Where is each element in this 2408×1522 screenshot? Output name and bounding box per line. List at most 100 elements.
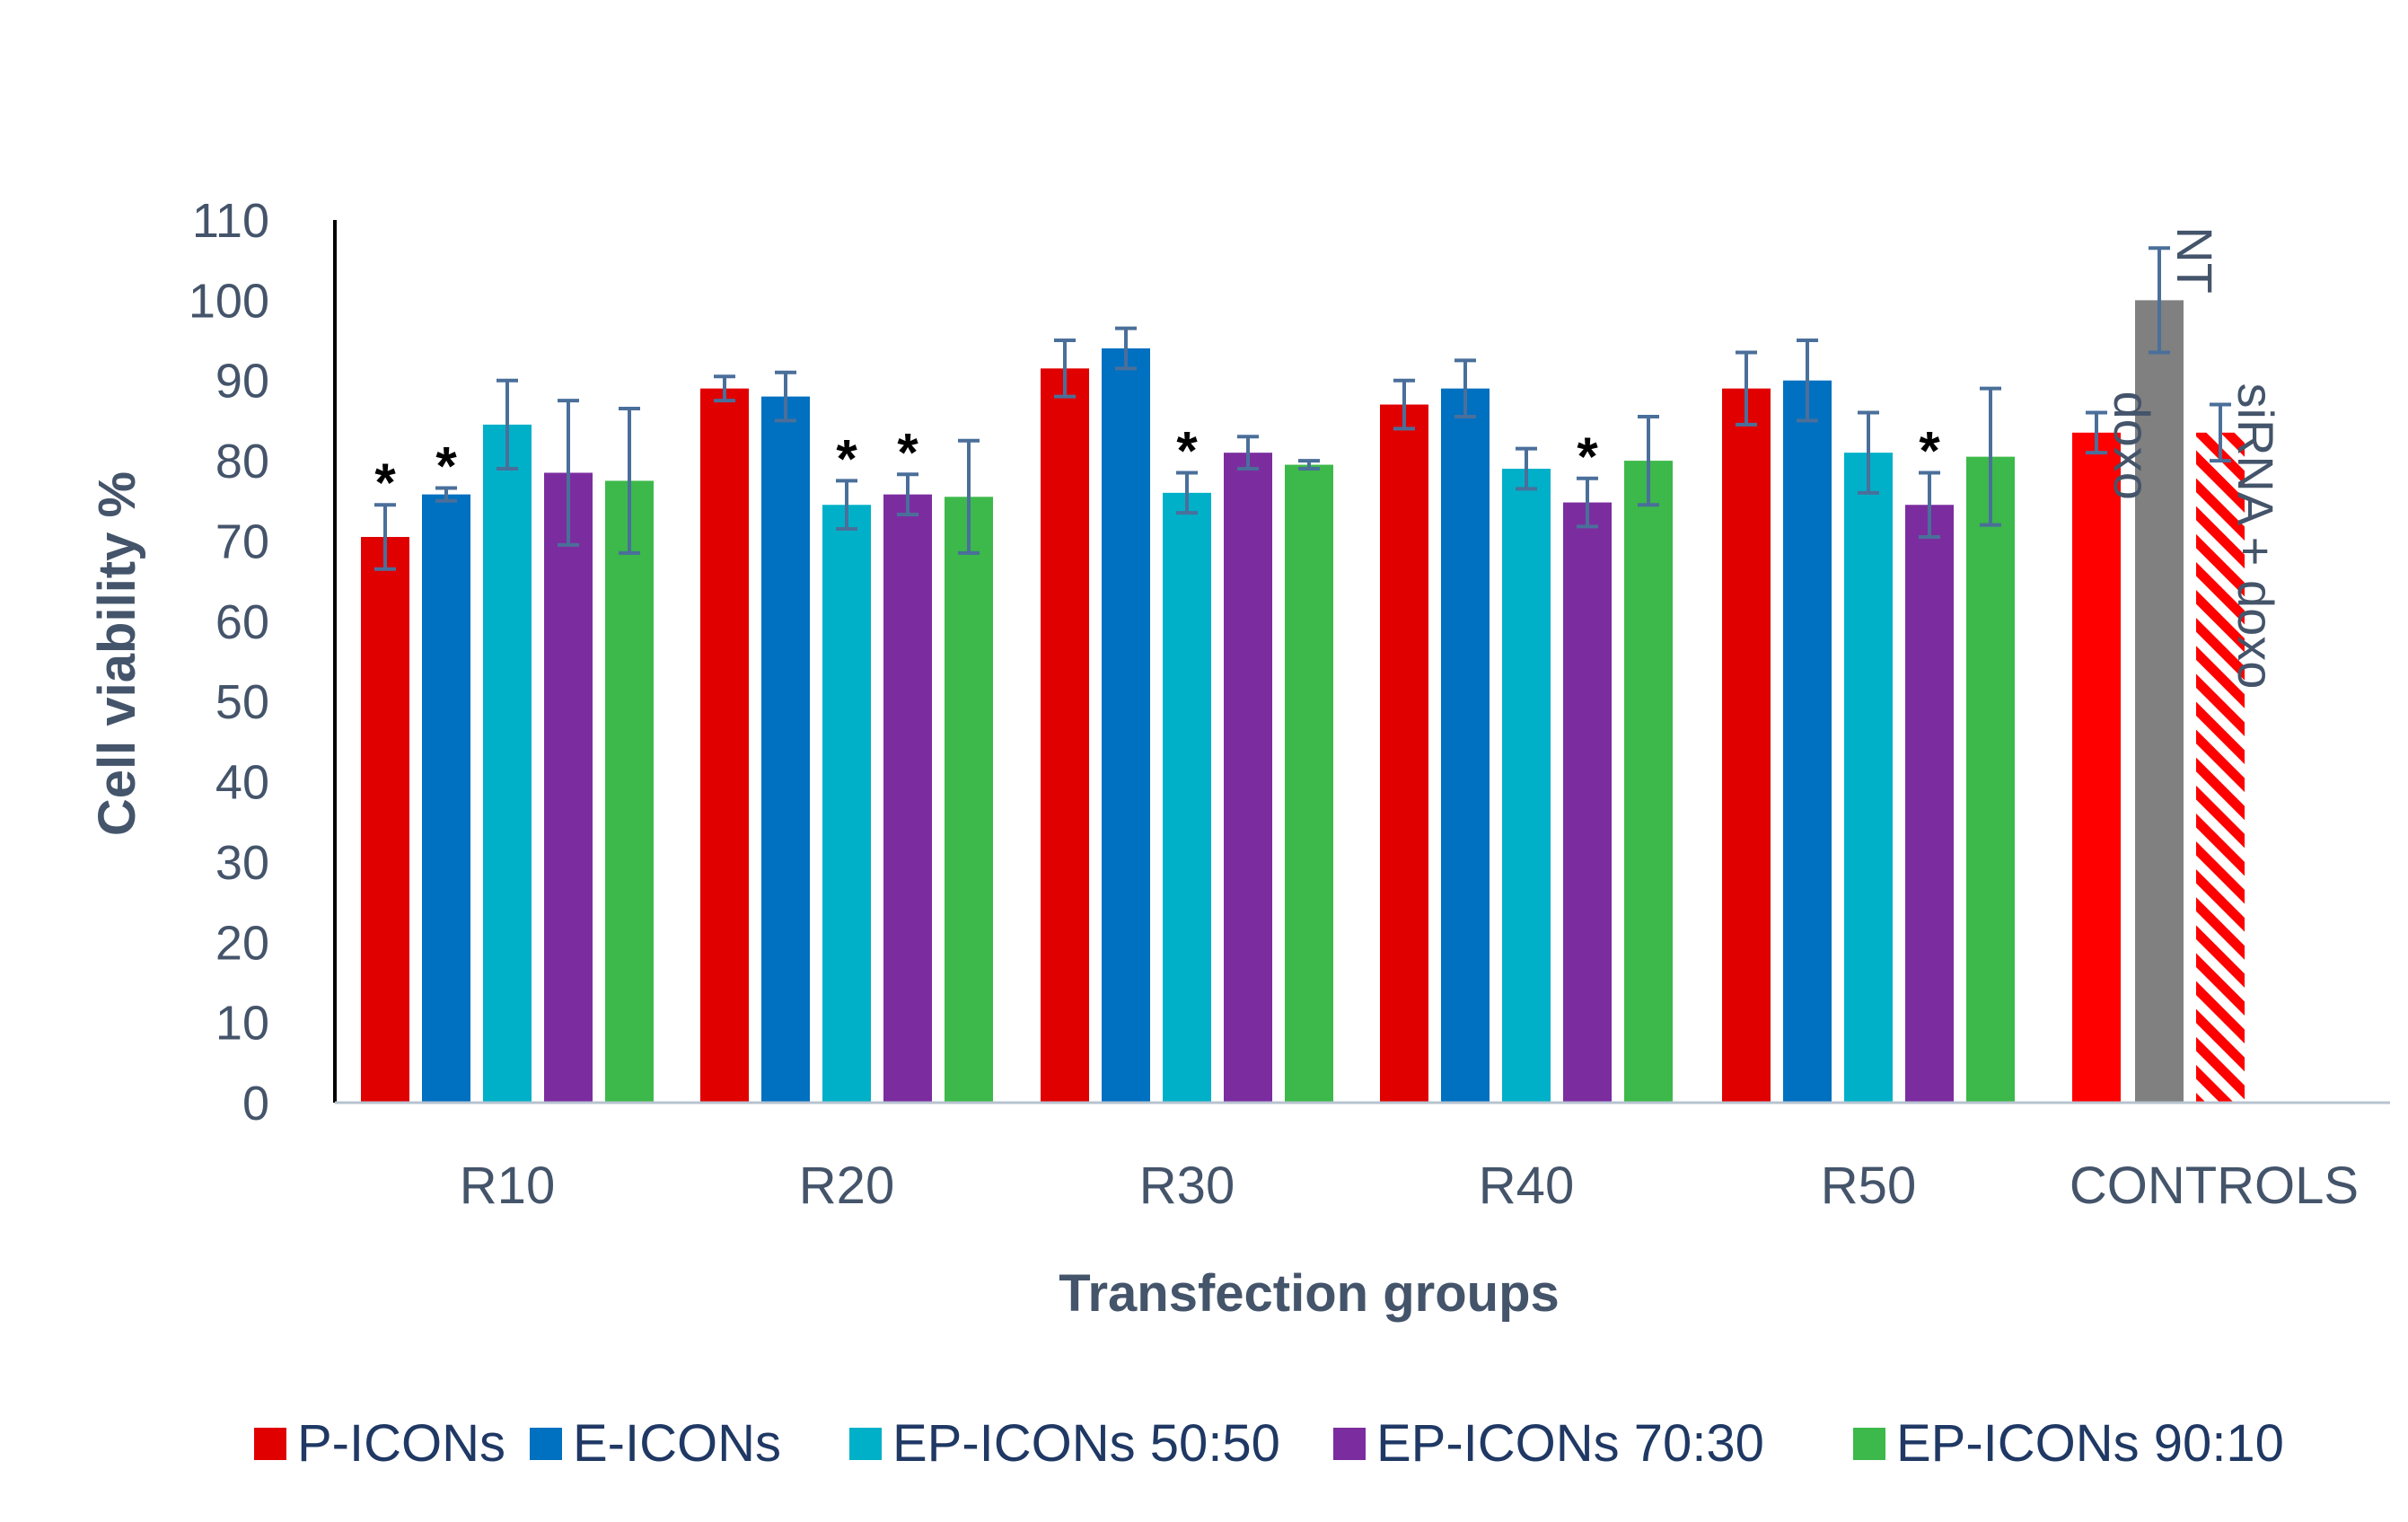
legend-label: E-ICONs <box>573 1414 781 1473</box>
y-tick-label: 100 <box>189 274 269 328</box>
bar-r30-series-1 <box>1041 368 1089 1103</box>
category-label: R30 <box>1139 1157 1235 1215</box>
category-label: R10 <box>460 1157 555 1215</box>
bar-r20-series-5 <box>945 497 993 1103</box>
error-bar <box>1980 386 2001 527</box>
error-bar <box>1298 459 1320 471</box>
legend-swatch <box>1853 1428 1885 1460</box>
error-bar <box>374 503 396 571</box>
error-bar <box>958 438 980 555</box>
bar-r40-series-4 <box>1563 502 1612 1103</box>
bar-r50-series-3 <box>1844 453 1893 1103</box>
y-tick-label: 40 <box>215 756 269 810</box>
legend-label: EP-ICONs 50:50 <box>892 1414 1280 1473</box>
y-tick-label: 50 <box>215 675 269 729</box>
category-label: R20 <box>799 1157 894 1215</box>
legend-label: EP-ICONs 90:10 <box>1896 1414 2284 1473</box>
legend-item: E-ICONs <box>530 1414 781 1473</box>
legend-item: EP-ICONs 70:30 <box>1333 1414 1764 1473</box>
error-bar <box>1054 339 1076 399</box>
legend-item: EP-ICONs 90:10 <box>1853 1414 2284 1473</box>
error-bar <box>1454 358 1476 418</box>
legend: P-ICONs E-ICONs EP-ICONs 50:50 EP-ICONs 70:… <box>254 1414 2284 1473</box>
significance-markers: * * * * * * * <box>374 420 1940 513</box>
bar-r40-series-3 <box>1502 469 1551 1103</box>
bar-r50-series-5 <box>1966 456 2015 1103</box>
error-bar <box>1919 471 1940 539</box>
error-bar <box>497 378 518 471</box>
error-bar <box>1858 410 1879 495</box>
error-bar <box>435 486 457 503</box>
bar-r10-series-1 <box>361 536 409 1103</box>
legend-swatch <box>254 1428 286 1460</box>
legend-swatch <box>530 1428 562 1460</box>
error-bar <box>714 374 735 403</box>
error-bar <box>2149 246 2170 355</box>
legend-item: P-ICONs <box>254 1414 505 1473</box>
bar-control-1 <box>2072 432 2121 1104</box>
legend-swatch <box>1333 1428 1366 1460</box>
y-axis-ticks: 0 10 20 30 40 50 60 70 80 90 100 110 <box>189 194 269 1131</box>
y-tick-label: 10 <box>215 997 269 1051</box>
error-bar <box>558 399 579 547</box>
bar-r50-series-2 <box>1783 380 1832 1103</box>
y-tick-label: 60 <box>215 595 269 649</box>
category-label: R50 <box>1821 1157 1916 1215</box>
bar-r20-series-4 <box>883 494 932 1103</box>
bar-r30-series-4 <box>1224 453 1272 1103</box>
category-label-controls: CONTROLS <box>2070 1157 2359 1215</box>
y-tick-label: 30 <box>215 836 269 890</box>
bar-r50-series-1 <box>1722 388 1771 1103</box>
legend-swatch <box>849 1428 882 1460</box>
bar-r10-series-3 <box>483 424 532 1103</box>
error-bar <box>897 472 918 516</box>
control-label: NT <box>2166 226 2223 294</box>
bar-control-2 <box>2135 300 2184 1103</box>
legend-label: P-ICONs <box>297 1414 505 1473</box>
significance-star: * <box>897 422 918 482</box>
significance-star: * <box>1919 420 1940 480</box>
significance-star: * <box>836 428 857 488</box>
bar-r10-series-2 <box>422 494 470 1103</box>
legend-item: EP-ICONs 50:50 <box>849 1414 1280 1473</box>
error-bar <box>1577 476 1598 529</box>
error-bar <box>1638 414 1659 507</box>
x-axis-title: Transfection groups <box>1059 1264 1560 1323</box>
significance-star: * <box>1176 420 1198 480</box>
error-bar <box>1176 471 1198 515</box>
bar-r30-series-3 <box>1163 492 1211 1103</box>
error-bar <box>1115 326 1137 371</box>
y-tick-label: 80 <box>215 435 269 488</box>
y-tick-label: 20 <box>215 916 269 970</box>
error-bar <box>1797 339 1818 423</box>
y-tick-label: 70 <box>215 515 269 568</box>
significance-star: * <box>1577 427 1598 487</box>
bar-r10-series-4 <box>544 472 593 1103</box>
significance-star: * <box>435 435 457 496</box>
control-label: siRNA + doxo <box>2228 383 2284 690</box>
y-tick-label: 90 <box>215 355 269 409</box>
error-bar <box>2086 410 2107 455</box>
bar-control-3 <box>2196 432 2245 1104</box>
error-bar <box>1516 446 1537 491</box>
y-axis-title: Cell viability % <box>88 471 146 836</box>
legend-label: EP-ICONs 70:30 <box>1376 1414 1764 1473</box>
bar-r20-series-1 <box>700 388 749 1103</box>
bar-r30-series-5 <box>1285 464 1333 1103</box>
error-bar <box>619 407 640 555</box>
error-bars <box>374 246 2231 571</box>
bar-r40-series-2 <box>1441 388 1490 1103</box>
error-bar <box>775 370 796 423</box>
error-bar <box>1393 378 1415 431</box>
error-bar <box>2210 402 2231 463</box>
error-bar <box>1237 435 1259 471</box>
bar-r10-series-5 <box>605 480 654 1103</box>
bar-r20-series-3 <box>822 505 871 1103</box>
y-tick-label: 0 <box>242 1077 269 1131</box>
bar-r20-series-2 <box>761 396 810 1104</box>
bar-r50-series-4 <box>1905 505 1954 1103</box>
control-bar-labels: doxo NT siRNA + doxo <box>2104 226 2284 689</box>
bar-r30-series-2 <box>1102 348 1150 1103</box>
significance-star: * <box>374 453 396 513</box>
